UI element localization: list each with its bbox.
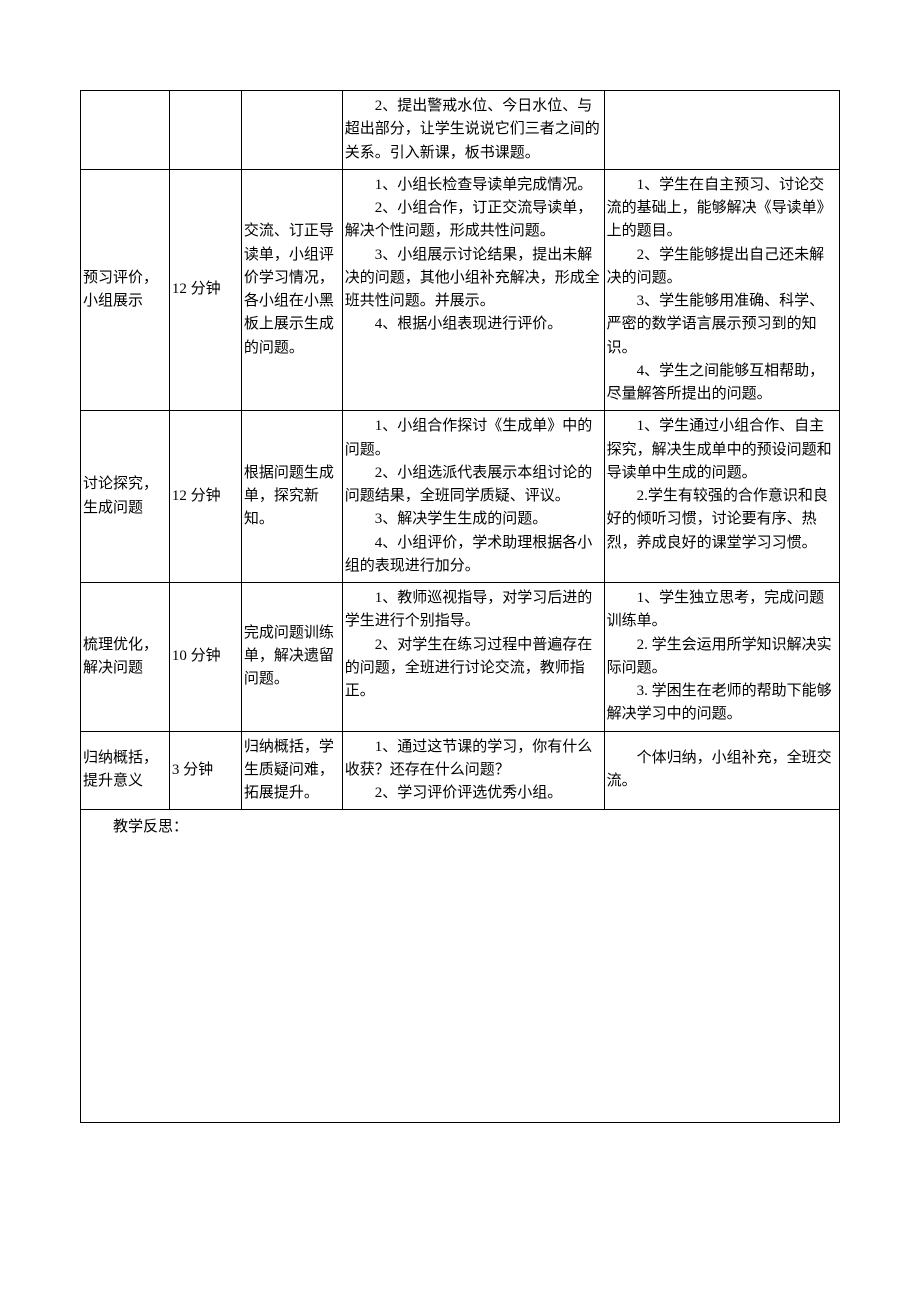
table-row: 2、提出警戒水位、今日水位、与超出部分，让学生说说它们三者之间的关系。引入新课，…	[81, 91, 840, 170]
cell-task: 根据问题生成单，探究新知。	[241, 411, 342, 583]
cell-text: 2、学生能够提出自己还未解决的问题。	[607, 244, 837, 291]
cell-time: 12 分钟	[169, 411, 241, 583]
cell-task: 完成问题训练单，解决遗留问题。	[241, 583, 342, 732]
cell-task	[241, 91, 342, 170]
cell-text: 1、学生独立思考，完成问题训练单。	[607, 587, 837, 634]
cell-text: 3、解决学生生成的问题。	[345, 508, 602, 531]
cell-student-activity: 1、学生通过小组合作、自主探究，解决生成单中的预设问题和导读单中生成的问题。 2…	[604, 411, 839, 583]
cell-text: 2、学习评价评选优秀小组。	[345, 782, 602, 805]
cell-stage: 讨论探究，生成问题	[81, 411, 170, 583]
table-row: 归纳概括，提升意义 3 分钟 归纳概括，学生质疑问难，拓展提升。 1、通过这节课…	[81, 731, 840, 810]
cell-text: 1、小组合作探讨《生成单》中的问题。	[345, 415, 602, 462]
cell-stage	[81, 91, 170, 170]
cell-student-activity: 1、学生独立思考，完成问题训练单。 2. 学生会运用所学知识解决实际问题。 3.…	[604, 583, 839, 732]
reflection-row: 教学反思：	[81, 810, 840, 1123]
cell-text: 2、小组选派代表展示本组讨论的问题结果，全班同学质疑、评议。	[345, 462, 602, 509]
cell-time	[169, 91, 241, 170]
cell-text: 1、教师巡视指导，对学习后进的学生进行个别指导。	[345, 587, 602, 634]
cell-text: 3. 学困生在老师的帮助下能够解决学习中的问题。	[607, 680, 837, 727]
lesson-plan-table: 2、提出警戒水位、今日水位、与超出部分，让学生说说它们三者之间的关系。引入新课，…	[80, 90, 840, 1123]
cell-text: 4、小组评价，学术助理根据各小组的表现进行加分。	[345, 532, 602, 579]
cell-text: 3、学生能够用准确、科学、严密的数学语言展示预习到的知识。	[607, 290, 837, 360]
cell-teacher-activity: 1、教师巡视指导，对学习后进的学生进行个别指导。 2、对学生在练习过程中普遍存在…	[342, 583, 604, 732]
cell-time: 12 分钟	[169, 169, 241, 411]
reflection-cell: 教学反思：	[81, 810, 840, 1123]
cell-stage: 归纳概括，提升意义	[81, 731, 170, 810]
cell-text: 4、根据小组表现进行评价。	[345, 313, 602, 336]
cell-student-activity: 1、学生在自主预习、讨论交流的基础上，能够解决《导读单》上的题目。 2、学生能够…	[604, 169, 839, 411]
cell-text: 1、通过这节课的学习，你有什么收获？还存在什么问题？	[345, 736, 602, 783]
cell-teacher-activity: 1、小组合作探讨《生成单》中的问题。 2、小组选派代表展示本组讨论的问题结果，全…	[342, 411, 604, 583]
reflection-label: 教学反思：	[83, 816, 837, 839]
cell-task: 交流、订正导读单，小组评价学习情况，各小组在小黑板上展示生成的问题。	[241, 169, 342, 411]
cell-teacher-activity: 1、小组长检查导读单完成情况。 2、小组合作，订正交流导读单，解决个性问题，形成…	[342, 169, 604, 411]
cell-student-activity	[604, 91, 839, 170]
cell-text: 1、学生通过小组合作、自主探究，解决生成单中的预设问题和导读单中生成的问题。	[607, 415, 837, 485]
cell-text: 2. 学生会运用所学知识解决实际问题。	[607, 634, 837, 681]
cell-text: 3、小组展示讨论结果，提出未解决的问题，其他小组补充解决，形成全班共性问题。并展…	[345, 244, 602, 314]
page-container: 2、提出警戒水位、今日水位、与超出部分，让学生说说它们三者之间的关系。引入新课，…	[0, 0, 920, 1183]
cell-teacher-activity: 2、提出警戒水位、今日水位、与超出部分，让学生说说它们三者之间的关系。引入新课，…	[342, 91, 604, 170]
cell-text: 2、提出警戒水位、今日水位、与超出部分，让学生说说它们三者之间的关系。引入新课，…	[345, 95, 602, 165]
cell-stage: 梳理优化，解决问题	[81, 583, 170, 732]
cell-student-activity: 个体归纳，小组补充，全班交流。	[604, 731, 839, 810]
cell-stage: 预习评价，小组展示	[81, 169, 170, 411]
cell-text: 1、学生在自主预习、讨论交流的基础上，能够解决《导读单》上的题目。	[607, 174, 837, 244]
cell-time: 10 分钟	[169, 583, 241, 732]
cell-text: 2、对学生在练习过程中普遍存在的问题，全班进行讨论交流，教师指正。	[345, 634, 602, 704]
cell-task: 归纳概括，学生质疑问难，拓展提升。	[241, 731, 342, 810]
cell-time: 3 分钟	[169, 731, 241, 810]
table-row: 梳理优化，解决问题 10 分钟 完成问题训练单，解决遗留问题。 1、教师巡视指导…	[81, 583, 840, 732]
cell-text: 个体归纳，小组补充，全班交流。	[607, 747, 837, 794]
table-row: 讨论探究，生成问题 12 分钟 根据问题生成单，探究新知。 1、小组合作探讨《生…	[81, 411, 840, 583]
cell-text: 1、小组长检查导读单完成情况。	[345, 174, 602, 197]
cell-text: 4、学生之间能够互相帮助，尽量解答所提出的问题。	[607, 360, 837, 407]
cell-text: 2、小组合作，订正交流导读单，解决个性问题，形成共性问题。	[345, 197, 602, 244]
cell-teacher-activity: 1、通过这节课的学习，你有什么收获？还存在什么问题？ 2、学习评价评选优秀小组。	[342, 731, 604, 810]
table-row: 预习评价，小组展示 12 分钟 交流、订正导读单，小组评价学习情况，各小组在小黑…	[81, 169, 840, 411]
cell-text: 2.学生有较强的合作意识和良好的倾听习惯，讨论要有序、热烈，养成良好的课堂学习习…	[607, 485, 837, 555]
